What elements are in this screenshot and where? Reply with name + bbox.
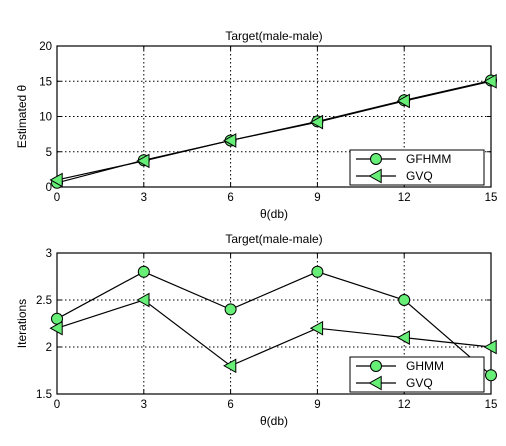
data-point xyxy=(398,294,411,306)
legend-marker xyxy=(368,375,382,391)
chart-title: Target(male-male) xyxy=(225,29,322,43)
x-tick-label: 6 xyxy=(227,399,233,411)
x-tick-label: 0 xyxy=(54,192,60,204)
x-tick-label: 15 xyxy=(485,399,498,411)
x-tick-label: 15 xyxy=(485,192,498,204)
y-tick-label: 20 xyxy=(39,41,52,53)
x-tick-label: 12 xyxy=(398,399,411,411)
legend-label: GHMM xyxy=(406,359,444,373)
y-tick-label: 2.5 xyxy=(36,295,52,307)
y-tick-label: 0 xyxy=(46,182,52,194)
legend-marker xyxy=(370,360,382,372)
y-tick-label: 5 xyxy=(46,147,52,159)
data-point xyxy=(137,265,150,278)
y-tick-label: 1.5 xyxy=(36,389,52,401)
x-tick-label: 9 xyxy=(314,192,320,204)
chart-title: Target(male-male) xyxy=(225,232,322,246)
data-point xyxy=(309,320,324,336)
data-point xyxy=(136,292,150,308)
y-tick-label: 10 xyxy=(39,112,52,124)
data-point xyxy=(136,153,150,169)
y-tick-label: 15 xyxy=(39,76,52,88)
data-point xyxy=(485,369,497,382)
x-tick-label: 3 xyxy=(141,192,147,204)
legend-label: GVQ xyxy=(406,376,433,390)
data-point xyxy=(309,114,324,130)
legend-label: GFHMM xyxy=(406,152,451,166)
legend-marker xyxy=(368,168,382,184)
x-tick-label: 6 xyxy=(227,192,233,204)
series-line xyxy=(56,80,492,181)
chart-estimated-theta: 0 3 6 9 12 15 0 5 10 15 20 Target(male-male) θ(db) Es… xyxy=(15,29,497,221)
data-point xyxy=(49,172,63,188)
x-axis-label: θ(db) xyxy=(260,414,288,428)
data-point xyxy=(223,133,237,148)
data-point xyxy=(483,339,497,355)
x-tick-label: 12 xyxy=(398,192,411,204)
series-line xyxy=(56,271,492,376)
data-point xyxy=(396,330,410,345)
x-axis-label: θ(db) xyxy=(260,207,288,221)
series-gvq xyxy=(49,292,497,374)
chart-iterations: 0 3 6 9 12 15 1.5 2 2.5 3 Target(male-male) θ(db) It… xyxy=(15,232,497,428)
legend: GHMM GVQ xyxy=(349,356,485,393)
x-tick-label: 9 xyxy=(314,399,320,411)
legend-label: GVQ xyxy=(406,169,433,183)
y-axis-label: Iterations xyxy=(15,299,29,348)
y-tick-label: 2 xyxy=(46,342,52,354)
series-gvq xyxy=(49,73,497,188)
data-point xyxy=(224,303,237,316)
x-tick-label: 0 xyxy=(54,399,60,411)
data-point xyxy=(311,265,324,278)
legend: GFHMM GVQ xyxy=(349,149,485,186)
data-point xyxy=(483,73,497,89)
data-point xyxy=(49,320,63,336)
y-tick-label: 3 xyxy=(46,248,52,260)
data-point xyxy=(396,93,410,109)
legend-marker xyxy=(370,153,382,165)
y-axis-label: Estimated θ xyxy=(15,84,29,148)
series-line xyxy=(56,299,492,367)
series-ghmm xyxy=(51,265,497,382)
data-point xyxy=(223,358,237,374)
x-tick-label: 3 xyxy=(141,399,147,411)
